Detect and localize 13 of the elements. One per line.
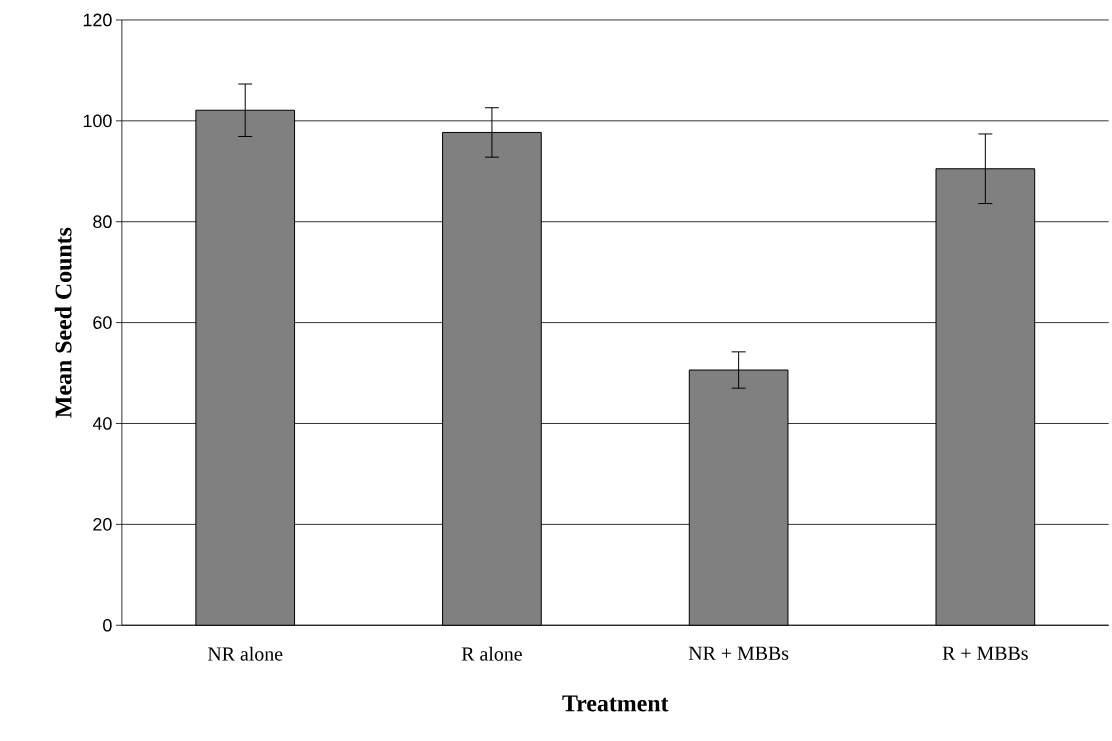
x-axis-title: Treatment — [562, 695, 669, 712]
y-axis-title: Mean Seed Counts — [54, 227, 72, 418]
y-tick-label: 40 — [92, 417, 112, 430]
y-tick-label: 60 — [93, 316, 112, 329]
y-tick-label: 0 — [103, 618, 112, 632]
x-tick-label: R alone — [461, 646, 522, 661]
x-tick-label: NR alone — [207, 646, 283, 661]
x-tick-label: R + MBBs — [942, 646, 1028, 660]
y-tick-label: 20 — [93, 517, 112, 531]
x-tick-label: NR + MBBs — [688, 646, 789, 660]
y-tick-label: 80 — [93, 215, 112, 229]
y-tick-label: 100 — [83, 114, 112, 128]
y-tick-label: 120 — [83, 13, 112, 27]
